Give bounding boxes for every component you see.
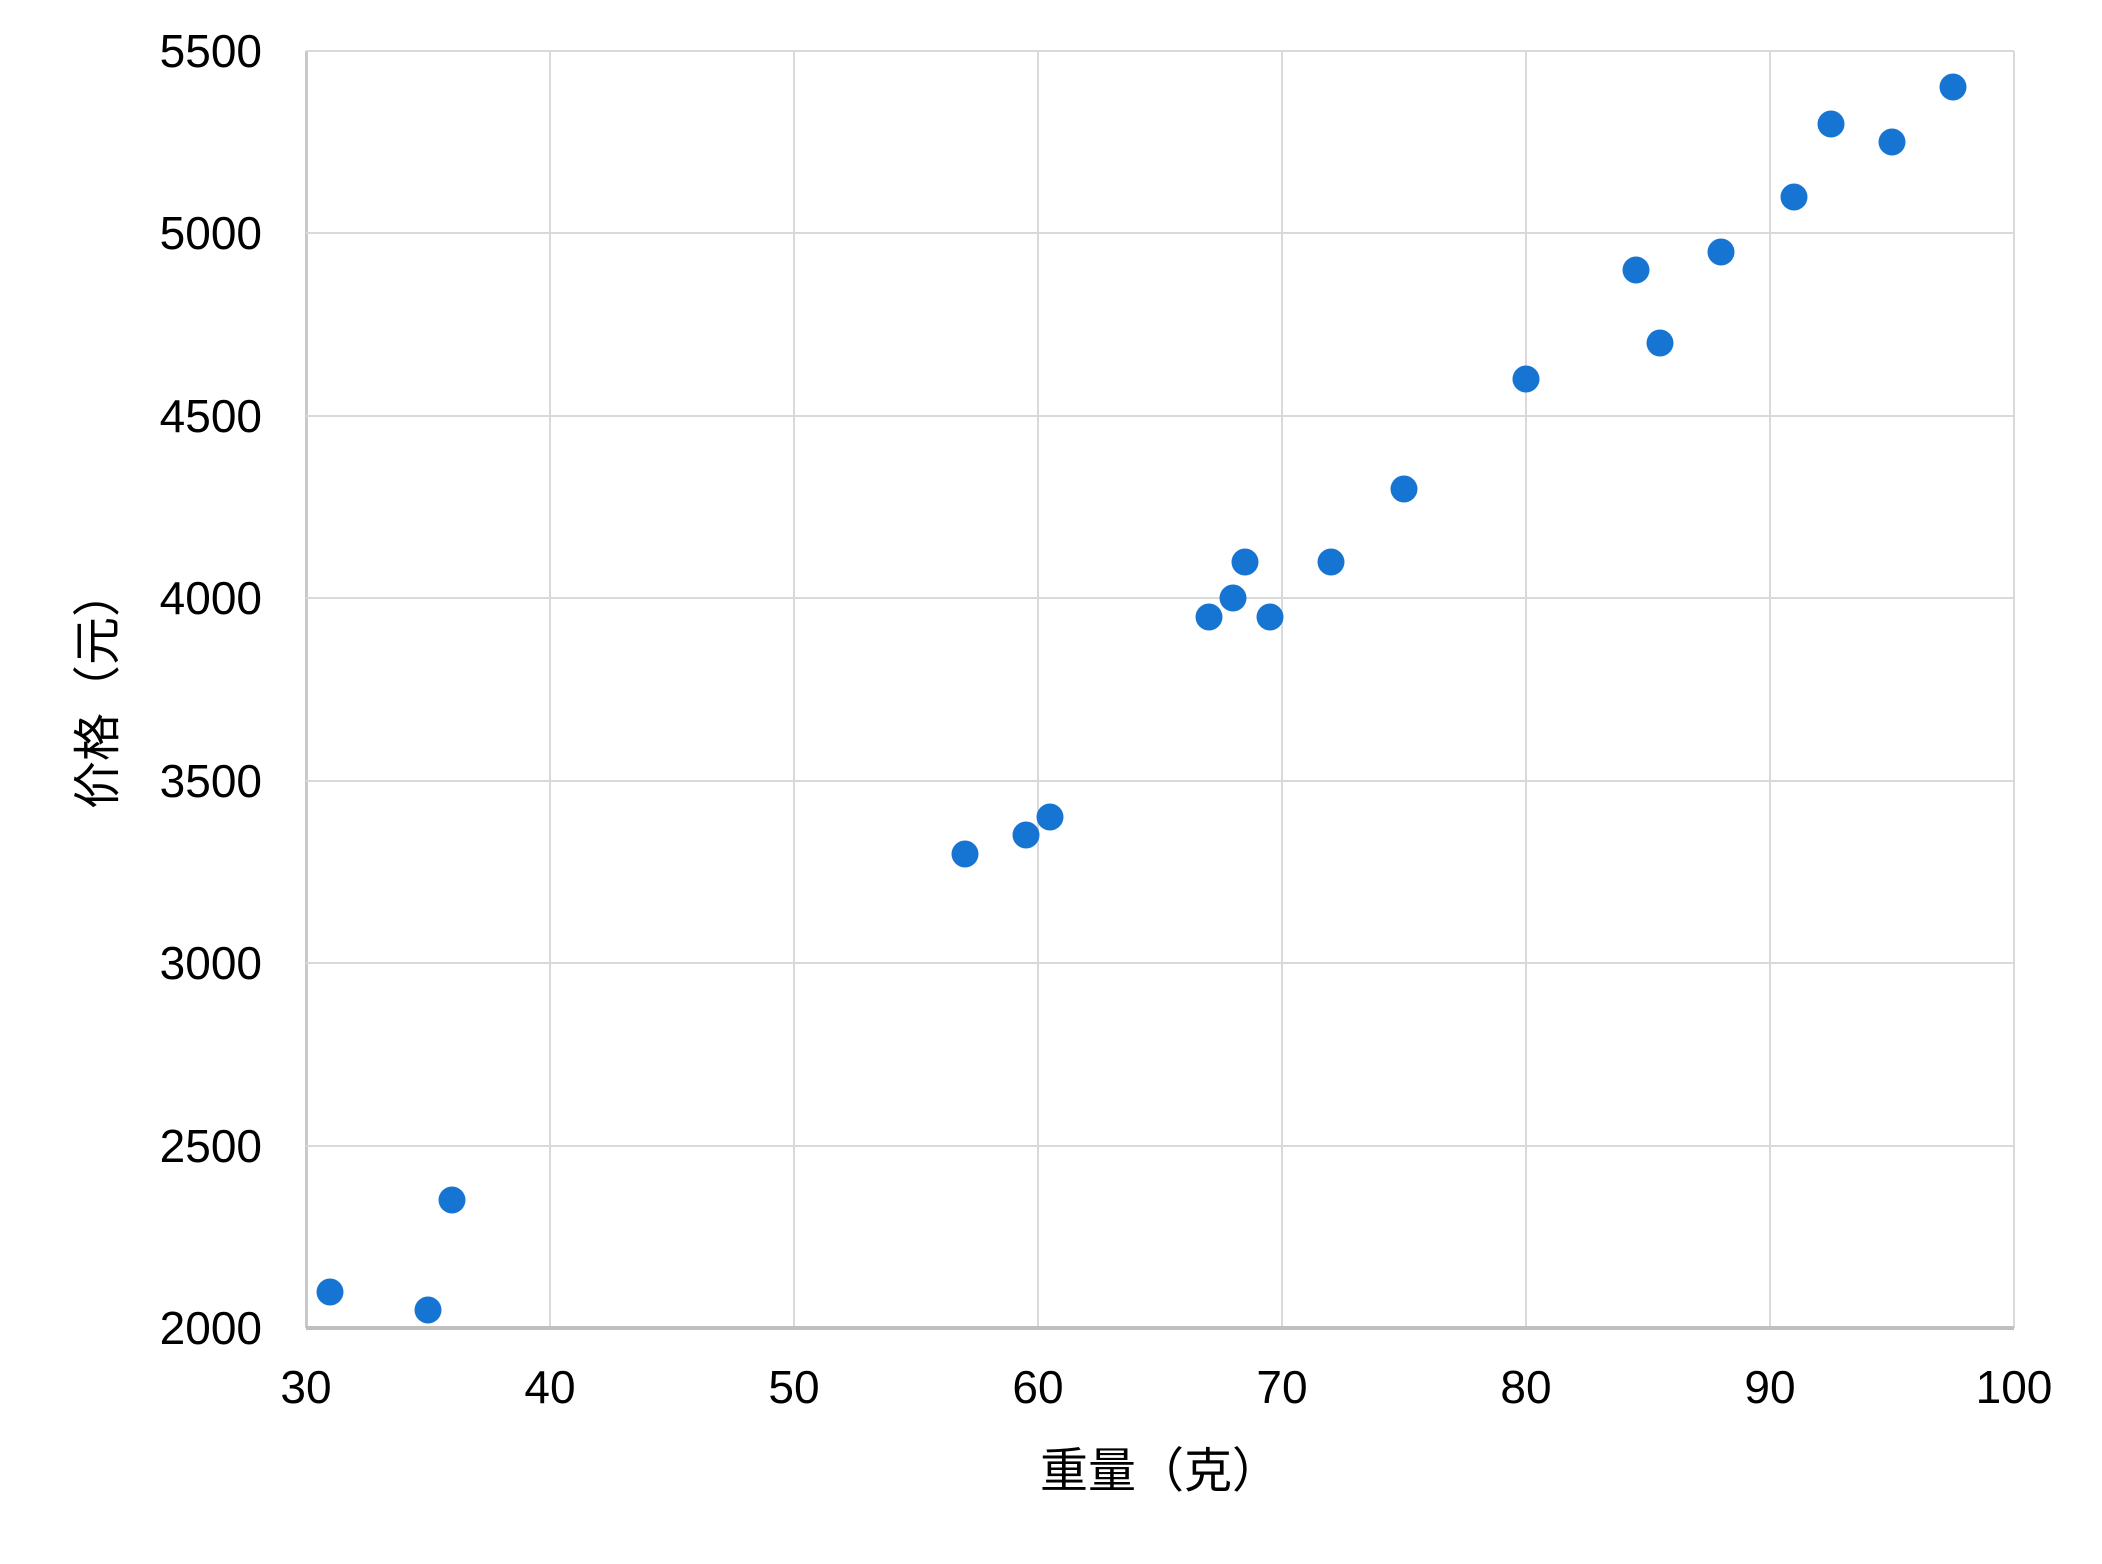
plot-area — [305, 50, 2015, 1330]
horizontal-gridline — [306, 50, 2014, 52]
horizontal-gridline — [306, 232, 2014, 235]
vertical-gridline — [549, 51, 551, 1328]
data-point — [1817, 110, 1845, 138]
data-point — [1195, 603, 1223, 631]
horizontal-gridline — [306, 962, 2014, 965]
x-tick-label: 50 — [768, 1361, 820, 1413]
data-point — [1012, 821, 1040, 849]
x-tick-label: 90 — [1744, 1361, 1796, 1413]
vertical-gridline — [2013, 51, 2015, 1328]
x-axis-line — [306, 1326, 2014, 1330]
data-point — [438, 1186, 466, 1214]
horizontal-gridline — [306, 597, 2014, 600]
data-point — [1622, 256, 1650, 284]
data-point — [1707, 238, 1735, 266]
x-axis-title: 重量（克） — [1039, 1445, 1281, 1498]
y-axis-line — [305, 51, 308, 1328]
data-point — [316, 1278, 344, 1305]
data-point — [1512, 365, 1540, 393]
data-point — [1939, 73, 1967, 101]
data-point — [1646, 329, 1674, 357]
horizontal-gridline — [306, 414, 2014, 417]
horizontal-gridline — [306, 1144, 2014, 1147]
y-tick-label: 4500 — [159, 389, 262, 442]
x-tick-label: 40 — [524, 1361, 576, 1413]
data-point — [1256, 603, 1284, 631]
y-tick-label: 3500 — [159, 754, 262, 807]
x-tick-label: 30 — [280, 1361, 332, 1413]
y-tick-label: 2500 — [159, 1119, 262, 1172]
x-tick-label: 100 — [1975, 1361, 2053, 1413]
data-point — [414, 1296, 442, 1324]
horizontal-gridline — [306, 779, 2014, 782]
x-tick-label: 70 — [1256, 1361, 1308, 1413]
vertical-gridline — [1037, 51, 1039, 1328]
x-tick-label: 60 — [1012, 1361, 1064, 1413]
data-point — [1231, 548, 1259, 576]
vertical-gridline — [793, 51, 795, 1328]
y-tick-label: 4000 — [159, 572, 262, 625]
vertical-gridline — [1525, 51, 1527, 1328]
vertical-gridline — [1281, 51, 1283, 1328]
y-tick-label: 3000 — [159, 937, 262, 990]
data-point — [1036, 803, 1064, 831]
y-tick-label: 2000 — [159, 1302, 262, 1354]
data-point — [1780, 183, 1808, 211]
x-tick-label: 80 — [1500, 1361, 1552, 1413]
data-point — [1878, 128, 1906, 156]
data-point — [1219, 584, 1247, 612]
data-point — [1390, 475, 1418, 503]
data-point — [951, 840, 979, 868]
vertical-gridline — [1769, 51, 1771, 1328]
y-tick-label: 5500 — [159, 25, 262, 77]
data-point — [1317, 548, 1345, 576]
y-tick-label: 5000 — [159, 207, 262, 260]
